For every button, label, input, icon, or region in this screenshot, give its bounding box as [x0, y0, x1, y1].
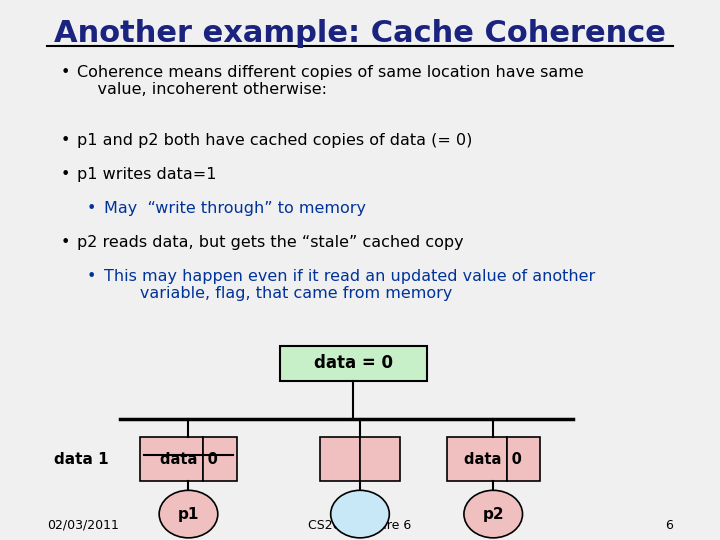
Circle shape [159, 490, 217, 538]
Text: data = 0: data = 0 [314, 354, 393, 372]
Text: Coherence means different copies of same location have same
    value, incoheren: Coherence means different copies of same… [77, 65, 584, 97]
Text: May  “write through” to memory: May “write through” to memory [104, 201, 366, 216]
Text: •: • [60, 133, 70, 148]
Text: p2: p2 [482, 507, 504, 522]
FancyBboxPatch shape [360, 437, 400, 481]
Text: 6: 6 [665, 519, 673, 532]
Text: •: • [60, 65, 70, 80]
Circle shape [330, 490, 390, 538]
FancyBboxPatch shape [507, 437, 540, 481]
Text: •: • [60, 235, 70, 250]
Circle shape [464, 490, 523, 538]
Text: Another example: Cache Coherence: Another example: Cache Coherence [54, 19, 666, 48]
Text: CS267 Lecture 6: CS267 Lecture 6 [308, 519, 412, 532]
FancyBboxPatch shape [320, 437, 360, 481]
Text: data  0: data 0 [464, 451, 522, 467]
Text: This may happen even if it read an updated value of another
       variable, fla: This may happen even if it read an updat… [104, 269, 595, 301]
Text: data 1: data 1 [53, 451, 108, 467]
Text: p1 and p2 both have cached copies of data (= 0): p1 and p2 both have cached copies of dat… [77, 133, 472, 148]
FancyBboxPatch shape [140, 437, 204, 481]
Text: •: • [60, 167, 70, 182]
Text: p1 writes data=1: p1 writes data=1 [77, 167, 217, 182]
FancyBboxPatch shape [280, 346, 427, 381]
Text: 02/03/2011: 02/03/2011 [47, 519, 119, 532]
Text: p1: p1 [178, 507, 199, 522]
Text: •: • [87, 201, 96, 216]
FancyBboxPatch shape [446, 437, 507, 481]
Text: •: • [87, 269, 96, 284]
FancyBboxPatch shape [204, 437, 237, 481]
Text: data  0: data 0 [160, 451, 217, 467]
Text: p2 reads data, but gets the “stale” cached copy: p2 reads data, but gets the “stale” cach… [77, 235, 464, 250]
